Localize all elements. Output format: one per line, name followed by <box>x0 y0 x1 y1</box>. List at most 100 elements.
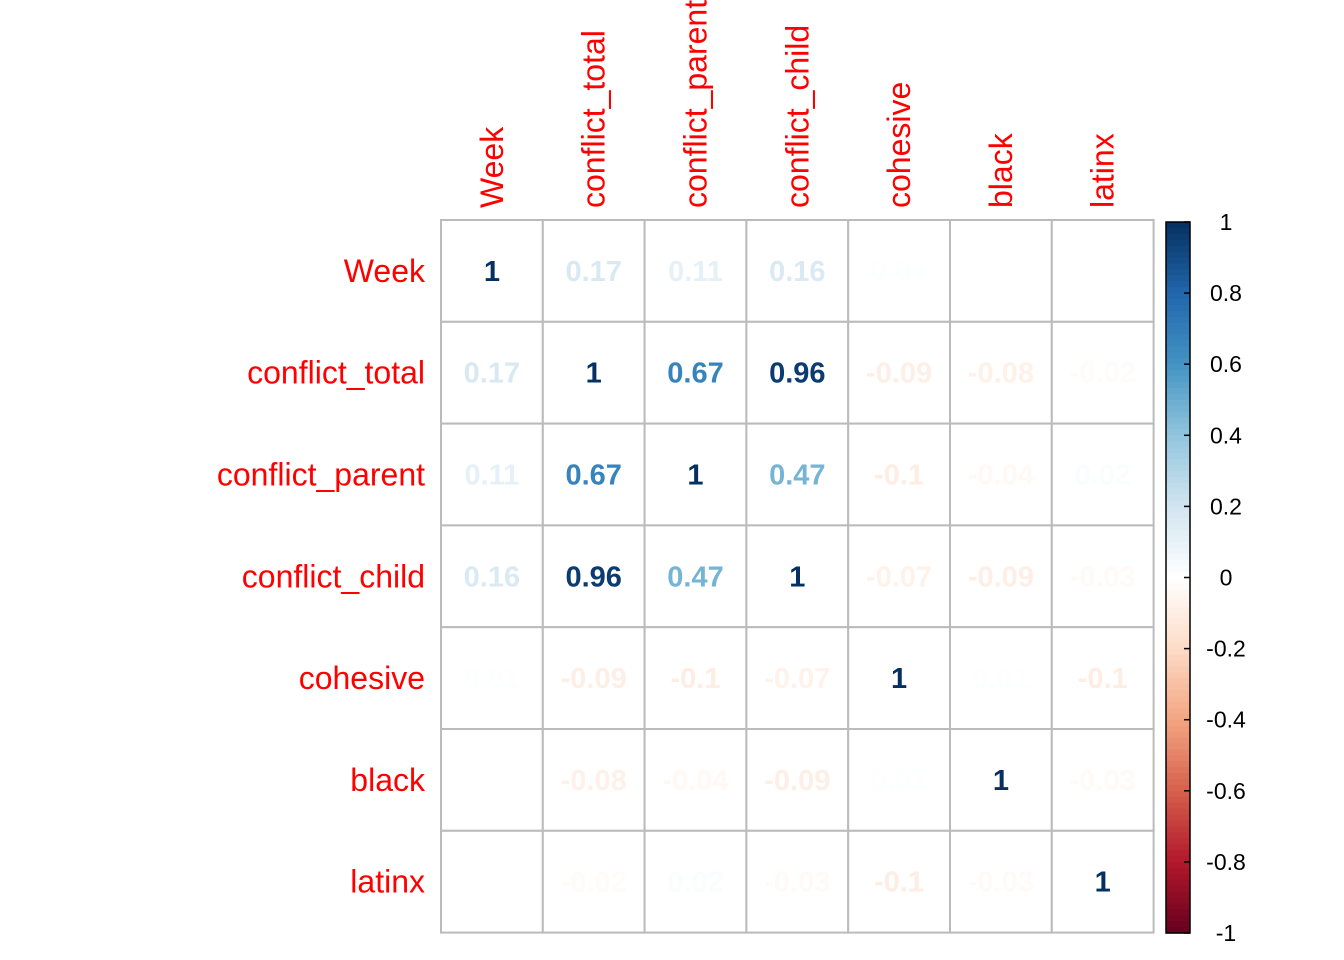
value-label: 0.96 <box>769 358 825 390</box>
row-label: conflict_child <box>242 558 425 594</box>
colorbar-segment <box>1166 850 1190 857</box>
value-label: 0 <box>484 765 500 797</box>
value-label: -0.09 <box>561 663 627 695</box>
cell-Week-conflict_parent <box>643 219 748 323</box>
value-label: 0.67 <box>667 358 723 390</box>
row-label: cohesive <box>299 660 425 696</box>
cell-cohesive-conflict_parent <box>643 626 748 731</box>
colorbar-segment <box>1166 459 1190 466</box>
value-label: 0.11 <box>464 460 519 492</box>
cell-cohesive-Week <box>440 626 544 731</box>
value-label: -0.08 <box>561 765 627 797</box>
cell-latinx-cohesive <box>847 829 952 934</box>
colorbar-segment <box>1166 470 1190 478</box>
value-label: -0.04 <box>662 765 728 797</box>
cell-Week-Week <box>440 219 544 323</box>
colorbar-segment <box>1166 304 1190 312</box>
colorbar-segment <box>1166 411 1190 419</box>
colorbar-segment <box>1166 435 1190 442</box>
colorbar-segment <box>1166 921 1190 928</box>
colorbar-segment <box>1166 346 1190 353</box>
value-label: -0.07 <box>866 561 932 593</box>
colorbar-segment <box>1166 820 1190 827</box>
colorbar-segment <box>1166 583 1190 590</box>
colorbar-segment <box>1166 488 1190 496</box>
value-label: 0.16 <box>464 561 520 593</box>
cell-conflict_parent-black <box>949 422 1053 527</box>
colorbar-segment <box>1166 227 1190 235</box>
colorbar-segment <box>1166 482 1190 490</box>
value-label: 0.01 <box>871 256 927 288</box>
value-label: 0.16 <box>769 256 825 288</box>
row-labels: Week conflict_total conflict_parentconflic… <box>217 253 426 900</box>
cell-Week-conflict_total <box>541 219 646 323</box>
colorbar-segment <box>1166 648 1190 656</box>
row-label: Week <box>344 253 426 289</box>
value-label: 0.17 <box>464 358 520 390</box>
colorbar-segment <box>1166 547 1190 555</box>
cell-conflict_parent-cohesive <box>847 422 952 527</box>
colorbar-segment <box>1166 654 1190 662</box>
value-label: -0.03 <box>1070 765 1136 797</box>
colorbar-segment <box>1166 269 1190 276</box>
value-label: 0.47 <box>667 561 723 593</box>
colorbar-segment <box>1166 536 1190 543</box>
colorbar-segment <box>1166 927 1190 934</box>
colorbar-segment <box>1166 399 1190 407</box>
value-label: -0.1 <box>1078 663 1128 695</box>
colorbar-segment <box>1166 316 1190 324</box>
colorbar-segment <box>1166 613 1190 620</box>
cell-latinx-black <box>949 829 1053 934</box>
colorbar-segment <box>1166 719 1190 727</box>
colorbar-segment <box>1166 773 1190 780</box>
colorbar-segment <box>1166 844 1190 851</box>
colorbar-segment <box>1166 601 1190 608</box>
cell-Week-black <box>949 219 1053 323</box>
value-label: 0.02 <box>1074 460 1130 492</box>
colorbar-segment <box>1166 524 1190 531</box>
value-label: -0.03 <box>1070 561 1136 593</box>
value-label: 1 <box>586 358 602 390</box>
colorbar-segment <box>1166 506 1190 513</box>
value-label: 0 <box>484 867 500 899</box>
value-label: -0.02 <box>1070 358 1136 390</box>
colorbar-tick-label: -0.4 <box>1206 707 1246 733</box>
colorbar-segment <box>1166 743 1190 750</box>
value-label: -0.1 <box>671 663 721 695</box>
cell-conflict_total-latinx <box>1050 320 1155 425</box>
colorbar-segment <box>1166 731 1190 739</box>
colorbar-segment <box>1166 808 1190 816</box>
column-label: Week <box>474 126 510 208</box>
colorbar-segment <box>1166 281 1190 288</box>
colorbar-segment <box>1166 873 1190 881</box>
cell-conflict_parent-conflict_total <box>541 422 646 527</box>
cell-conflict_total-cohesive <box>847 320 952 425</box>
value-label: 1 <box>891 663 907 695</box>
colorbar-segment <box>1166 423 1190 430</box>
colorbar-segment <box>1166 855 1190 863</box>
colorbar-tick-label: -0.8 <box>1206 849 1246 875</box>
value-label: 0.01 <box>464 663 520 695</box>
cell-conflict_parent-conflict_child <box>745 422 850 527</box>
colorbar-segment <box>1166 790 1190 798</box>
colorbar-tick-label: 0 <box>1220 565 1233 591</box>
cell-conflict_child-latinx <box>1050 524 1155 629</box>
colorbar-tick-label: 0.4 <box>1210 422 1242 448</box>
value-label: -0.09 <box>764 765 830 797</box>
colorbar-segment <box>1166 737 1190 744</box>
colorbar-segment <box>1166 376 1190 383</box>
colorbar-segment <box>1166 245 1190 253</box>
colorbar-segment <box>1166 867 1190 875</box>
colorbar-segment <box>1166 761 1190 768</box>
colorbar-segment <box>1166 441 1190 448</box>
colorbar-tick-label: 0.8 <box>1210 280 1242 306</box>
colorbar-segment <box>1166 624 1190 632</box>
value-label: -0.02 <box>561 867 627 899</box>
cell-conflict_parent-conflict_parent <box>643 422 748 527</box>
colorbar-segment <box>1166 607 1190 614</box>
colorbar-segment <box>1166 696 1190 703</box>
colorbar-segment <box>1166 701 1190 709</box>
colorbar-segment <box>1166 767 1190 774</box>
colorbar-segment <box>1166 838 1190 845</box>
colorbar-segment <box>1166 749 1190 756</box>
